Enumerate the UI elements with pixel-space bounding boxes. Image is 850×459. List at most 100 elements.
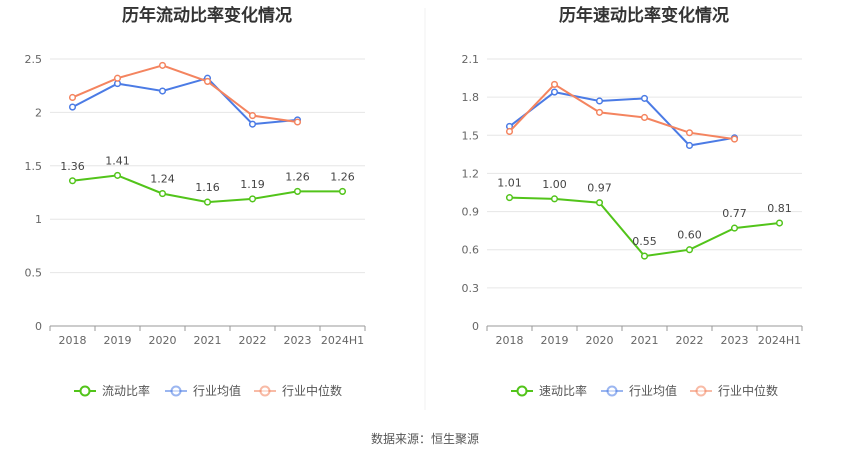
data-point-primary	[595, 199, 604, 207]
data-point-industry-median	[730, 135, 739, 143]
chart-title: 历年速动比率变化情况	[559, 5, 729, 26]
x-tick-label: 2022	[239, 334, 267, 347]
data-label: 1.26	[330, 170, 355, 183]
series-line-industry-mean	[508, 91, 735, 147]
data-label: 0.81	[767, 202, 792, 215]
data-point-industry-median	[248, 112, 257, 120]
data-point-industry-median	[158, 61, 167, 69]
x-tick-label: 2023	[721, 334, 749, 347]
y-tick-label: 1.5	[25, 160, 43, 173]
legend-label: 行业中位数	[282, 383, 342, 398]
data-point-industry-mean	[248, 120, 257, 128]
x-tick-label: 2018	[496, 334, 524, 347]
y-tick-label: 0.6	[462, 244, 480, 257]
data-point-industry-mean	[685, 141, 694, 150]
data-label: 0.77	[722, 207, 747, 220]
data-point-primary	[685, 246, 694, 254]
data-point-primary	[775, 219, 784, 227]
legend-item-industry-median: 行业中位数	[254, 383, 342, 398]
data-point-industry-median	[203, 77, 212, 85]
legend-item-primary: 流动比率	[74, 383, 150, 398]
x-tick-label: 2024H1	[758, 334, 801, 347]
data-label: 1.19	[240, 178, 265, 191]
data-point-industry-mean	[158, 87, 167, 95]
series-line-industry-mean	[72, 77, 298, 126]
data-label: 1.41	[105, 154, 130, 167]
series-line-industry-median	[508, 83, 735, 141]
legend-swatch-marker	[695, 385, 707, 397]
data-point-primary	[113, 171, 122, 179]
series-industry-median	[505, 80, 739, 143]
x-tick-label: 2019	[104, 334, 132, 347]
data-point-industry-median	[293, 118, 302, 126]
y-tick-label: 0.3	[462, 282, 480, 295]
x-tick-label: 2018	[59, 334, 87, 347]
y-tick-label: 0	[472, 320, 479, 333]
data-point-primary	[640, 252, 649, 260]
data-point-industry-median	[685, 129, 694, 137]
data-point-industry-mean	[68, 103, 77, 111]
y-tick-label: 0.9	[462, 206, 480, 219]
x-tick-label: 2021	[194, 334, 222, 347]
legend-label: 行业均值	[193, 383, 241, 398]
data-point-industry-median	[505, 127, 514, 136]
series-industry-mean	[68, 74, 302, 128]
data-label: 1.00	[542, 178, 567, 191]
data-point-primary	[730, 224, 739, 232]
series-line-industry-median	[72, 64, 298, 123]
data-label: 0.60	[677, 229, 702, 242]
legend-label: 速动比率	[539, 383, 587, 398]
data-label: 1.26	[285, 170, 310, 183]
data-point-industry-mean	[550, 88, 559, 96]
data-point-primary	[293, 187, 302, 195]
y-tick-label: 1.2	[462, 167, 480, 180]
data-point-primary	[158, 190, 167, 198]
legend-item-primary: 速动比率	[511, 383, 587, 398]
data-point-industry-mean	[640, 94, 649, 102]
y-tick-label: 0.5	[25, 267, 43, 280]
legend-item-industry-mean: 行业均值	[601, 383, 677, 398]
data-point-primary	[68, 177, 77, 185]
legend-label: 行业均值	[629, 383, 677, 398]
legend-item-industry-mean: 行业均值	[165, 383, 241, 398]
y-tick-label: 2	[35, 106, 42, 119]
data-point-industry-median	[640, 113, 649, 122]
chart-1: 历年流动比率变化情况 0 0.5 1 1.5 2 2.5 2018 2019 2020 2021 20…	[25, 5, 366, 398]
x-tick-label: 2019	[541, 334, 569, 347]
y-tick-label: 2.1	[462, 53, 480, 66]
legend-swatch-marker	[259, 385, 271, 397]
data-point-industry-mean	[595, 97, 604, 105]
legend-label: 行业中位数	[718, 383, 778, 398]
data-point-industry-median	[550, 80, 559, 88]
chart-2: 历年速动比率变化情况 0 0.3 0.6 0.9 1.2 1.5 1.8 2.1 2018 2019…	[462, 5, 803, 398]
chart-title: 历年流动比率变化情况	[122, 5, 292, 26]
data-point-industry-median	[68, 93, 77, 101]
data-label: 0.97	[587, 182, 612, 195]
data-label: 1.16	[195, 181, 220, 194]
series-primary: 1.36 1.41 1.24 1.16 1.19 1.26 1.26	[60, 154, 355, 206]
legend-swatch-marker	[516, 385, 528, 397]
series-industry-median	[68, 61, 302, 126]
legend-label: 流动比率	[102, 383, 150, 398]
y-tick-label: 1.5	[462, 129, 480, 142]
y-tick-label: 2.5	[25, 53, 43, 66]
legend-item-industry-median: 行业中位数	[690, 383, 778, 398]
legend-swatch-marker	[79, 385, 91, 397]
data-label: 0.55	[632, 235, 657, 248]
x-tick-label: 2024H1	[321, 334, 364, 347]
data-point-primary	[203, 198, 212, 206]
series-primary: 1.01 1.00 0.97 0.55 0.60 0.77 0.81	[497, 177, 792, 260]
y-tick-label: 1.8	[462, 91, 480, 104]
legend-swatch-marker	[606, 385, 618, 397]
data-label: 1.24	[150, 173, 175, 186]
data-point-primary	[248, 195, 257, 203]
legend-swatch-marker	[170, 385, 182, 397]
data-label: 1.01	[497, 177, 522, 190]
x-tick-label: 2023	[284, 334, 312, 347]
data-label: 1.36	[60, 160, 85, 173]
x-tick-label: 2021	[631, 334, 659, 347]
x-tick-label: 2020	[586, 334, 614, 347]
data-point-primary	[550, 195, 559, 203]
